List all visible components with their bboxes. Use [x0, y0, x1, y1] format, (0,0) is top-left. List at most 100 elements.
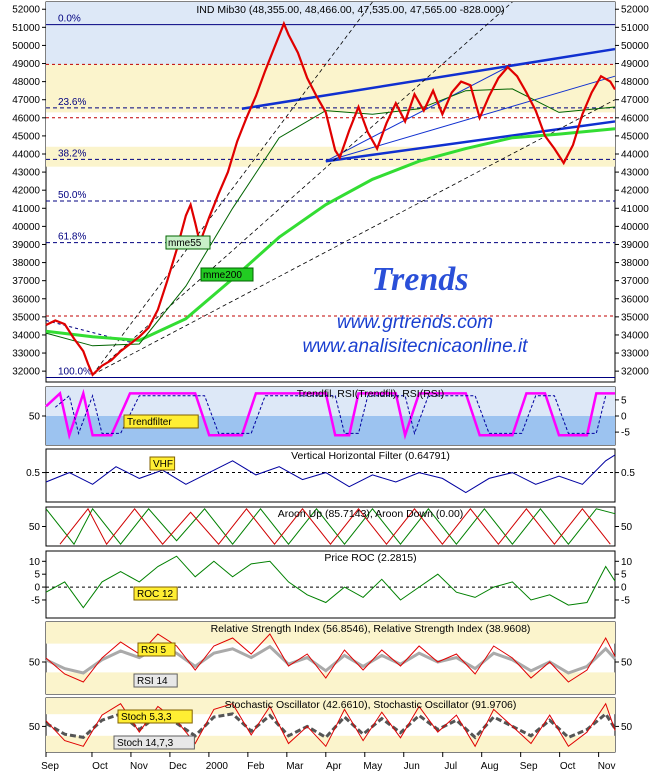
ytick-label-right: 38000 [621, 258, 649, 269]
indicator-line [45, 454, 616, 494]
xtick-label: Nov [130, 761, 148, 772]
panel-label-text: ROC 12 [137, 589, 174, 600]
ytick-label-right: 35000 [621, 312, 649, 323]
xtick-label: Jul [444, 761, 457, 772]
upper-zone [46, 2, 615, 65]
panel-label2-5: Stoch 14,7,3 [113, 735, 195, 750]
ytick-label-left: 35000 [12, 312, 40, 323]
xtick-label: Mar [286, 761, 304, 772]
ytick-label-left: 51000 [12, 23, 40, 34]
indicator-panel-2: 50 50 Aroon Up (85.7143), Aroon Down (0.00… [29, 506, 633, 547]
mme200-line [45, 127, 616, 342]
panel-ytick-label-left: 5 [34, 570, 40, 581]
ytick-label-right: 33000 [621, 349, 649, 360]
panel-label-1: VHF [149, 456, 176, 471]
ytick-label-right: 51000 [621, 23, 649, 34]
rsi-trendfil-line [54, 394, 607, 436]
ytick-label-left: 43000 [12, 168, 40, 179]
support-diagonal [92, 1, 373, 376]
ytick-label-left: 49000 [12, 59, 40, 70]
watermark-brand: Trends [372, 261, 469, 298]
panel-label-text: VHF [153, 459, 173, 470]
ytick-label-left: 50000 [12, 41, 40, 52]
ytick-label-left: 39000 [12, 240, 40, 251]
xtick-label: Nov [598, 761, 616, 772]
ytick-label-right: 34000 [621, 330, 649, 341]
overbought-zone [46, 622, 615, 644]
panel-ytick-label-right: -5 [621, 595, 630, 606]
indicator-panel-5: 50 50 Stochastic Oscillator (42.6610), Sto… [29, 697, 633, 753]
ytick-label-right: 32000 [621, 367, 649, 378]
panel-label-text: Trendfilter [127, 417, 172, 428]
panel-label-0: Trendfilter [123, 414, 199, 429]
ytick-label-right: 50000 [621, 41, 649, 52]
panel-ytick-label-left: 50 [29, 522, 41, 533]
ytick-label-right: 52000 [621, 5, 649, 16]
panel-ytick-label-right: -5 [621, 428, 630, 439]
ytick-label-left: 52000 [12, 5, 40, 16]
panel-title: Price ROC (2.2815) [324, 552, 416, 564]
mme55-label: mme55 [165, 235, 211, 250]
panel-label-text: Stoch 5,3,3 [121, 712, 172, 723]
panel-title: Stochastic Oscillator (42.6610), Stochas… [225, 699, 517, 711]
panel-title: Vertical Horizontal Filter (0.64791) [291, 450, 450, 462]
panel-ytick-label-right: 5 [621, 570, 627, 581]
panel-ytick-label-right: 50 [621, 522, 633, 533]
fib-label: 23.6% [58, 97, 86, 108]
ytick-label-right: 37000 [621, 276, 649, 287]
ytick-label-right: 48000 [621, 77, 649, 88]
xtick-label: Aug [481, 761, 499, 772]
main-title: IND Mib30 (48,355.00, 48,466.00, 47,535.… [196, 4, 504, 16]
indicator-line [45, 555, 616, 609]
xtick-label: Oct [92, 761, 108, 772]
mme200-label-text: mme200 [203, 270, 242, 281]
ytick-label-left: 34000 [12, 330, 40, 341]
trend-fan-line [325, 75, 616, 162]
xtick-label: May [363, 761, 382, 772]
ytick-label-left: 37000 [12, 276, 40, 287]
panel-ytick-label-left: -5 [31, 595, 40, 606]
mme200-label: mme200 [200, 267, 254, 282]
fib-label: 0.0% [58, 14, 81, 25]
ytick-label-right: 47000 [621, 95, 649, 106]
panel-label-5: Stoch 5,3,3 [117, 709, 193, 724]
panel-title: Trendfil, RSI(Trendfil), RSI(RSI) [297, 388, 444, 400]
xtick-label: Jun [404, 761, 420, 772]
trend-channel-upper [241, 47, 616, 110]
ytick-label-left: 45000 [12, 131, 40, 142]
ytick-label-right: 40000 [621, 222, 649, 233]
ytick-label-left: 41000 [12, 204, 40, 215]
panel-ytick-label-left: 0 [34, 583, 40, 594]
ytick-label-left: 32000 [12, 367, 40, 378]
trend-channel-lower [325, 120, 616, 163]
ytick-label-right: 44000 [621, 150, 649, 161]
panel-label2-text: Stoch 14,7,3 [117, 738, 174, 749]
panel-ytick-label-left: 50 [29, 658, 41, 669]
xtick-label: Sep [41, 761, 59, 772]
fib-label: 50.0% [58, 190, 86, 201]
panel-ytick-label-right: 0.5 [621, 468, 635, 479]
ytick-label-left: 36000 [12, 294, 40, 305]
panel-ytick-label-right: 0 [621, 412, 627, 423]
ytick-label-right: 43000 [621, 168, 649, 179]
ytick-label-left: 38000 [12, 258, 40, 269]
ytick-label-right: 46000 [621, 113, 649, 124]
ytick-label-right: 42000 [621, 186, 649, 197]
ytick-label-right: 41000 [621, 204, 649, 215]
ytick-label-left: 48000 [12, 77, 40, 88]
panel-ytick-label-left: 50 [29, 412, 41, 423]
aroon-down-line [59, 507, 611, 546]
xtick-label: Dec [169, 761, 187, 772]
trend-fan-line [325, 63, 513, 162]
xtick-label: Feb [247, 761, 265, 772]
fib-label: 61.8% [58, 232, 86, 243]
fib-label: 38.2% [58, 148, 86, 159]
support-diagonal [92, 1, 513, 376]
xtick-label: Apr [326, 761, 342, 772]
ytick-label-left: 42000 [12, 186, 40, 197]
xtick-label: Oct [560, 761, 576, 772]
panel-ytick-label-right: 0 [621, 583, 627, 594]
ytick-label-left: 46000 [12, 113, 40, 124]
